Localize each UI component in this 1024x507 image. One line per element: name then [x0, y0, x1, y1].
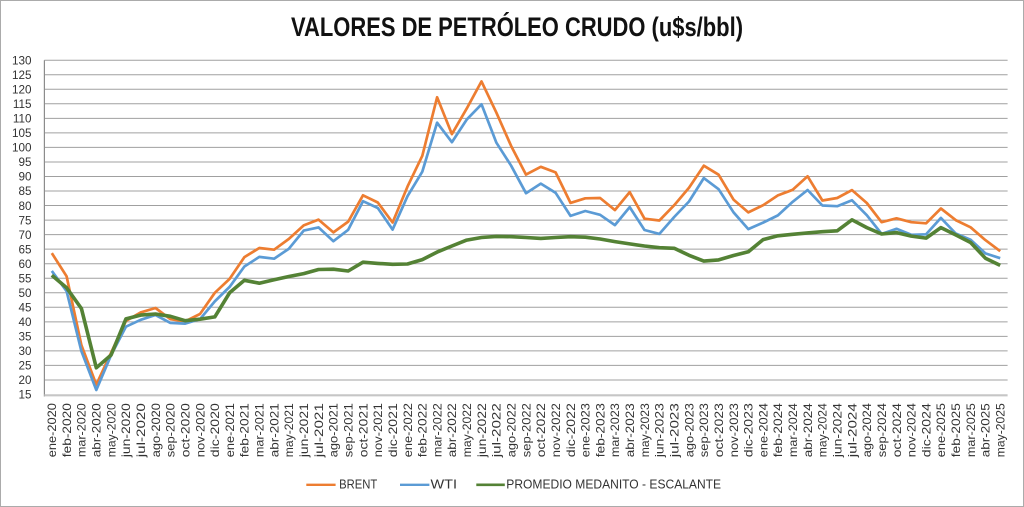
svg-text:110: 110: [13, 113, 32, 126]
svg-text:20: 20: [18, 374, 32, 387]
svg-text:mar-2022: mar-2022: [430, 403, 444, 457]
svg-text:abr-2021: abr-2021: [267, 403, 281, 457]
svg-text:mar-2024: mar-2024: [786, 403, 800, 457]
svg-text:30: 30: [18, 345, 32, 358]
svg-text:oct-2024: oct-2024: [890, 403, 904, 457]
svg-text:mar-2021: mar-2021: [253, 403, 267, 457]
svg-text:dic-2024: dic-2024: [919, 403, 933, 457]
svg-text:100: 100: [12, 142, 32, 155]
svg-text:jul-2023: jul-2023: [668, 403, 682, 459]
svg-text:dic-2021: dic-2021: [386, 403, 400, 457]
svg-text:sep-2020: sep-2020: [164, 403, 178, 457]
svg-text:ene-2020: ene-2020: [45, 403, 59, 457]
svg-text:45: 45: [18, 301, 32, 314]
svg-text:WTI: WTI: [431, 476, 458, 491]
svg-text:feb-2025: feb-2025: [949, 403, 963, 457]
svg-text:dic-2023: dic-2023: [742, 403, 756, 457]
svg-text:oct-2020: oct-2020: [179, 403, 193, 457]
svg-text:nov-2021: nov-2021: [371, 403, 385, 457]
svg-text:105: 105: [12, 127, 32, 140]
svg-text:ene-2023: ene-2023: [579, 403, 593, 457]
svg-text:90: 90: [18, 171, 32, 184]
svg-text:nov-2024: nov-2024: [905, 403, 919, 457]
svg-text:abr-2020: abr-2020: [90, 403, 104, 457]
svg-text:jun-2020: jun-2020: [119, 403, 133, 459]
svg-text:60: 60: [18, 258, 32, 271]
svg-text:abr-2022: abr-2022: [445, 403, 459, 457]
svg-text:120: 120: [12, 83, 32, 96]
svg-text:35: 35: [18, 331, 32, 344]
svg-text:may-2025: may-2025: [994, 403, 1008, 457]
svg-text:may-2023: may-2023: [638, 403, 652, 457]
svg-text:jul-2024: jul-2024: [845, 403, 859, 459]
svg-text:ago-2023: ago-2023: [682, 403, 696, 457]
svg-text:jul-2022: jul-2022: [490, 403, 504, 459]
svg-text:feb-2021: feb-2021: [238, 403, 252, 457]
svg-text:115: 115: [13, 98, 32, 111]
svg-text:VALORES DE PETRÓLEO CRUDO (u$s: VALORES DE PETRÓLEO CRUDO (u$s/bbl): [291, 11, 743, 42]
svg-text:75: 75: [18, 214, 32, 227]
svg-text:nov-2022: nov-2022: [549, 403, 563, 457]
svg-text:feb-2024: feb-2024: [771, 403, 785, 457]
svg-text:55: 55: [18, 272, 32, 285]
svg-text:ago-2021: ago-2021: [327, 403, 341, 457]
svg-text:nov-2023: nov-2023: [727, 403, 741, 457]
svg-text:dic-2020: dic-2020: [208, 403, 222, 457]
svg-text:jun-2024: jun-2024: [831, 403, 845, 459]
svg-text:abr-2023: abr-2023: [623, 403, 637, 457]
svg-text:feb-2022: feb-2022: [416, 403, 430, 457]
svg-text:abr-2025: abr-2025: [979, 403, 993, 457]
svg-text:ago-2022: ago-2022: [505, 403, 519, 457]
svg-text:oct-2023: oct-2023: [712, 403, 726, 457]
svg-text:jun-2023: jun-2023: [653, 403, 667, 459]
svg-text:sep-2021: sep-2021: [342, 403, 356, 457]
svg-text:ene-2021: ene-2021: [223, 403, 237, 457]
svg-text:may-2021: may-2021: [282, 403, 296, 457]
svg-text:jul-2021: jul-2021: [312, 403, 326, 459]
svg-text:sep-2024: sep-2024: [875, 403, 889, 457]
svg-text:sep-2023: sep-2023: [697, 403, 711, 457]
svg-text:nov-2020: nov-2020: [193, 403, 207, 457]
svg-text:may-2020: may-2020: [104, 403, 118, 457]
svg-text:may-2022: may-2022: [460, 403, 474, 457]
svg-text:dic-2022: dic-2022: [564, 403, 578, 457]
svg-text:80: 80: [18, 200, 32, 213]
svg-text:70: 70: [18, 229, 32, 242]
svg-text:130: 130: [12, 54, 32, 67]
svg-text:mar-2023: mar-2023: [608, 403, 622, 457]
svg-text:PROMEDIO MEDANITO - ESCALANTE: PROMEDIO MEDANITO - ESCALANTE: [506, 476, 721, 491]
svg-text:may-2024: may-2024: [816, 403, 830, 457]
svg-text:40: 40: [18, 316, 32, 329]
svg-text:oct-2021: oct-2021: [356, 403, 370, 457]
svg-text:mar-2025: mar-2025: [964, 403, 978, 457]
svg-text:mar-2020: mar-2020: [75, 403, 89, 457]
svg-text:feb-2020: feb-2020: [60, 403, 74, 457]
svg-text:BRENT: BRENT: [339, 476, 377, 491]
svg-text:ene-2024: ene-2024: [756, 403, 770, 457]
svg-text:jun-2022: jun-2022: [475, 403, 489, 459]
svg-text:85: 85: [18, 185, 32, 198]
svg-text:ago-2020: ago-2020: [149, 403, 163, 457]
svg-text:feb-2023: feb-2023: [593, 403, 607, 457]
svg-text:jul-2020: jul-2020: [134, 403, 148, 459]
svg-text:oct-2022: oct-2022: [534, 403, 548, 457]
svg-text:jun-2021: jun-2021: [297, 403, 311, 459]
svg-text:ene-2025: ene-2025: [934, 403, 948, 457]
svg-text:25: 25: [18, 360, 32, 373]
svg-text:sep-2022: sep-2022: [519, 403, 533, 457]
svg-text:95: 95: [18, 156, 32, 169]
svg-text:ago-2024: ago-2024: [860, 403, 874, 457]
svg-text:125: 125: [12, 69, 32, 82]
svg-text:50: 50: [18, 287, 32, 300]
svg-text:abr-2024: abr-2024: [801, 403, 815, 457]
svg-text:ene-2022: ene-2022: [401, 403, 415, 457]
svg-text:15: 15: [18, 389, 32, 402]
svg-text:65: 65: [18, 243, 32, 256]
